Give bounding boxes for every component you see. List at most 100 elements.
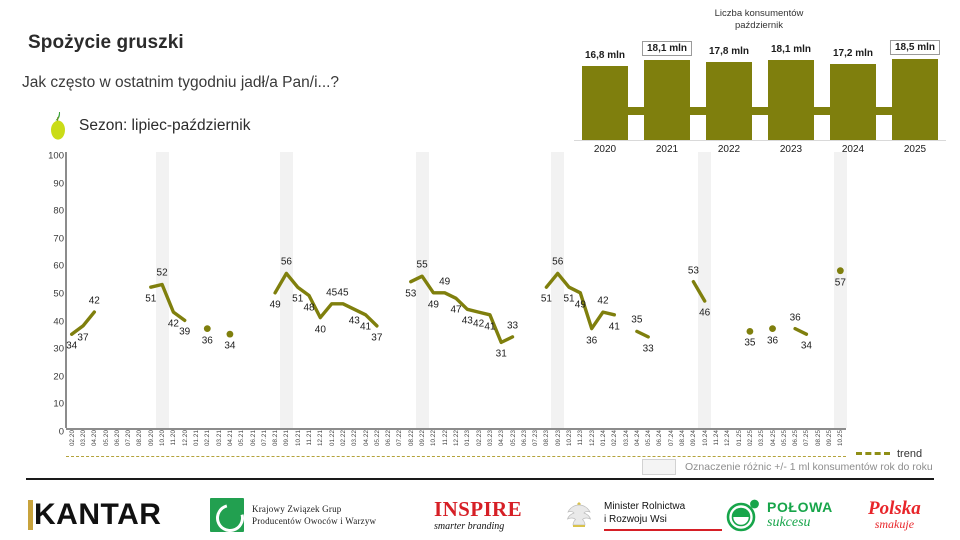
data-label-02.20: 34 bbox=[66, 340, 78, 352]
data-label-03.20: 37 bbox=[77, 332, 89, 344]
data-label-04.21: 34 bbox=[224, 340, 236, 352]
bar-2020: 16,8 mln bbox=[582, 50, 628, 140]
highlight-band-10.25 bbox=[833, 152, 847, 428]
x-label-11.23: 11.23 bbox=[577, 430, 585, 446]
bar-2023: 18,1 mln bbox=[768, 44, 814, 140]
x-label-10.24: 10.24 bbox=[701, 430, 709, 446]
bar-value-2021: 18,1 mln bbox=[641, 41, 693, 57]
x-label-02.24: 02.24 bbox=[611, 430, 619, 446]
x-label-12.20: 12.20 bbox=[181, 430, 189, 446]
data-label-10.23: 51 bbox=[563, 293, 575, 305]
x-label-07.20: 07.20 bbox=[125, 430, 133, 446]
x-label-04.24: 04.24 bbox=[633, 430, 641, 446]
y-tick-40: 40 bbox=[53, 316, 64, 328]
data-label-01.23: 43 bbox=[461, 315, 473, 327]
data-label-05.23: 33 bbox=[506, 320, 519, 332]
x-label-05.21: 05.21 bbox=[238, 430, 246, 446]
x-label-10.23: 10.23 bbox=[566, 430, 574, 446]
y-tick-100: 100 bbox=[48, 150, 64, 162]
y-tick-50: 50 bbox=[53, 288, 64, 300]
x-label-07.25: 07.25 bbox=[803, 430, 811, 446]
data-label-03.23: 41 bbox=[484, 321, 496, 333]
x-label-05.23: 05.23 bbox=[509, 430, 517, 446]
polska-line2: smakuje bbox=[874, 517, 915, 531]
line-segment-4 bbox=[273, 271, 379, 328]
x-label-09.23: 09.23 bbox=[554, 430, 562, 446]
bar-value-2024: 17,2 mln bbox=[832, 48, 874, 60]
x-label-11.21: 11.21 bbox=[306, 430, 314, 446]
inspire-wordmark: INSPIRE bbox=[434, 496, 522, 521]
polowa-line2: sukcesu bbox=[767, 515, 811, 530]
bar-2025: 18,5 mln bbox=[889, 39, 941, 140]
x-label-02.22: 02.22 bbox=[339, 430, 347, 446]
y-tick-20: 20 bbox=[53, 371, 64, 383]
polska-line1: Polska bbox=[868, 498, 921, 519]
x-label-07.24: 07.24 bbox=[667, 430, 675, 446]
x-label-02.23: 02.23 bbox=[475, 430, 483, 446]
line-segment-8 bbox=[691, 280, 707, 303]
trend-legend: trend bbox=[856, 448, 956, 460]
x-label-05.22: 05.22 bbox=[373, 430, 381, 446]
x-label-04.20: 04.20 bbox=[91, 430, 99, 446]
data-label-01.24: 42 bbox=[597, 295, 609, 307]
y-tick-10: 10 bbox=[53, 398, 64, 410]
data-label-02.23: 42 bbox=[473, 318, 485, 330]
bar-xlabel-2025: 2025 bbox=[903, 144, 927, 155]
data-label-02.21: 36 bbox=[201, 335, 213, 347]
footer-divider bbox=[26, 478, 934, 481]
data-point-04.21 bbox=[226, 330, 234, 338]
x-label-12.24: 12.24 bbox=[724, 430, 732, 446]
data-label-10.20: 52 bbox=[156, 267, 168, 279]
x-label-06.21: 06.21 bbox=[249, 430, 257, 446]
x-label-04.25: 04.25 bbox=[769, 430, 777, 446]
logo-kantar: KANTAR bbox=[28, 490, 960, 540]
data-label-09.22: 55 bbox=[416, 259, 428, 271]
data-point-02.21 bbox=[203, 325, 211, 333]
x-label-09.21: 09.21 bbox=[283, 430, 291, 446]
data-label-04.23: 31 bbox=[495, 348, 507, 360]
x-label-08.24: 08.24 bbox=[679, 430, 687, 446]
data-label-09.23: 56 bbox=[552, 256, 564, 268]
season-label: Sezon: lipiec-październik bbox=[79, 117, 251, 134]
bar-value-2022: 17,8 mln bbox=[708, 45, 750, 57]
trend-label: trend bbox=[897, 447, 923, 460]
x-label-08.21: 08.21 bbox=[272, 430, 280, 446]
bar-xlabel-2024: 2024 bbox=[841, 144, 865, 155]
x-label-05.20: 05.20 bbox=[102, 430, 110, 446]
data-label-07.25: 34 bbox=[800, 340, 812, 352]
data-label-02.24: 41 bbox=[608, 321, 620, 333]
data-label-11.20: 42 bbox=[167, 318, 179, 330]
logo-polska-smakuje: Polska smakuje bbox=[868, 490, 921, 540]
bar-value-2020: 16,8 mln bbox=[584, 50, 626, 62]
x-label-05.24: 05.24 bbox=[645, 430, 653, 446]
x-label-08.23: 08.23 bbox=[543, 430, 551, 446]
minrol-underline bbox=[604, 528, 722, 531]
x-label-09.25: 09.25 bbox=[826, 430, 834, 446]
kzg-line1: Krajowy Związek Grup bbox=[252, 504, 342, 514]
logo-inspire: INSPIRE smarter branding bbox=[434, 490, 522, 540]
x-label-12.23: 12.23 bbox=[588, 430, 596, 446]
data-label-04.22: 41 bbox=[360, 321, 372, 333]
data-label-12.20: 39 bbox=[179, 326, 191, 338]
x-label-12.22: 12.22 bbox=[453, 430, 460, 446]
data-label-10.21: 51 bbox=[292, 293, 304, 305]
data-label-11.21: 48 bbox=[303, 302, 315, 314]
data-label-12.21: 40 bbox=[314, 324, 326, 336]
x-label-02.21: 02.21 bbox=[204, 430, 212, 446]
data-label-06.25: 36 bbox=[789, 312, 801, 324]
logo-krajowy-zwiazek-grup: Krajowy Związek Grup Producentów Owoców … bbox=[210, 490, 376, 540]
data-label-04.20: 42 bbox=[88, 295, 100, 307]
consumers-bar-chart: Liczba konsumentów październik 16,8 mln 1… bbox=[566, 8, 952, 160]
line-segment-5 bbox=[409, 274, 515, 345]
x-label-10.25: 10.25 bbox=[837, 430, 845, 446]
data-label-08.22: 53 bbox=[405, 288, 417, 300]
data-label-04.25: 36 bbox=[766, 335, 779, 347]
highlight-band-10.20 bbox=[155, 152, 169, 428]
bar-rect-2024 bbox=[830, 64, 876, 140]
x-label-05.25: 05.25 bbox=[780, 430, 788, 446]
x-label-09.20: 09.20 bbox=[147, 430, 155, 446]
x-label-06.20: 06.20 bbox=[113, 430, 121, 446]
minrol-line1: Minister Rolnictwa bbox=[604, 500, 686, 512]
kzg-text: Krajowy Związek Grup Producentów Owoców … bbox=[252, 503, 376, 527]
x-label-01.21: 01.21 bbox=[193, 430, 200, 446]
